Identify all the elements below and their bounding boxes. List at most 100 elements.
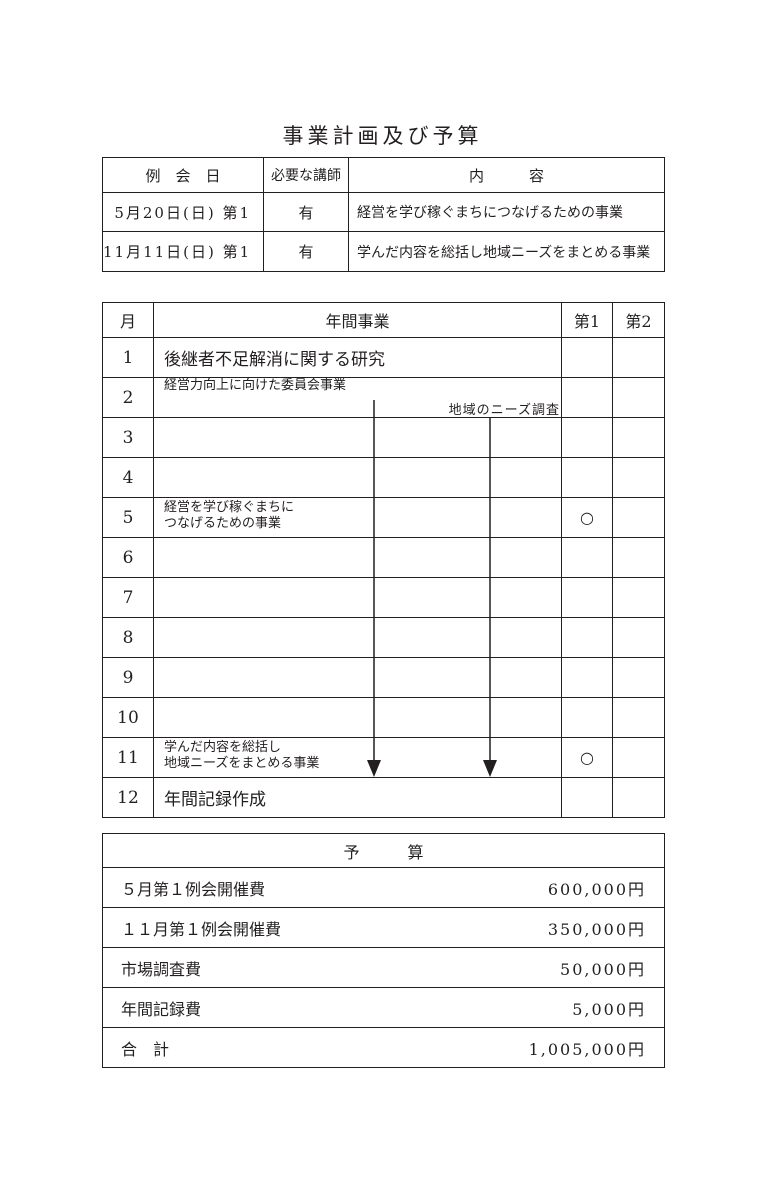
first-cell: ○ <box>561 497 613 538</box>
second-cell <box>612 417 665 458</box>
meeting-table: 例 会 日 必要な講師 内 容 5月20日(日) 第1 有 経営を学び稼ぐまちに… <box>102 157 665 272</box>
budget-item: 年間記録費 <box>102 987 384 1028</box>
budget-amount: 1,005,000円 <box>383 1027 666 1068</box>
event-cell <box>153 697 562 738</box>
month-cell: 7 <box>102 577 154 618</box>
meeting-content: 学んだ内容を総括し地域ニーズをまとめる事業 <box>348 231 665 272</box>
second-cell <box>612 457 665 498</box>
table-row: 合 計 1,005,000円 <box>102 1027 666 1068</box>
table-row: 4 <box>102 457 665 498</box>
event-cell: 経営を学び稼ぐまちに つなげるための事業 <box>153 497 562 538</box>
budget-header: 予 算 <box>101 833 666 868</box>
table-row: 11 学んだ内容を総括し 地域ニーズをまとめる事業 ○ <box>102 737 665 778</box>
second-cell <box>612 737 665 778</box>
table-row: 7 <box>102 577 665 618</box>
event-cell <box>153 617 562 658</box>
table-row: 市場調査費 50,000円 <box>102 947 666 988</box>
header-second: 第2 <box>612 302 665 338</box>
month-cell: 9 <box>102 657 154 698</box>
table-row: 5月20日(日) 第1 有 経営を学び稼ぐまちにつなげるための事業 <box>102 192 665 232</box>
budget-amount: 600,000円 <box>383 867 666 908</box>
month-cell: 5 <box>102 497 154 538</box>
table-row: 3 <box>102 417 665 458</box>
meeting-content: 経営を学び稼ぐまちにつなげるための事業 <box>348 192 665 232</box>
table-row: 5 経営を学び稼ぐまちに つなげるための事業 ○ <box>102 497 665 538</box>
second-cell <box>612 657 665 698</box>
first-cell <box>561 417 613 458</box>
first-cell <box>561 337 613 378</box>
first-cell <box>561 617 613 658</box>
second-cell <box>612 337 665 378</box>
month-cell: 8 <box>102 617 154 658</box>
first-cell <box>561 577 613 618</box>
table-row: 11月11日(日) 第1 有 学んだ内容を総括し地域ニーズをまとめる事業 <box>102 231 665 272</box>
meeting-date: 5月20日(日) 第1 <box>102 192 264 232</box>
month-cell: 6 <box>102 537 154 578</box>
event-line: 経営を学び稼ぐまちに <box>164 500 295 515</box>
page-title: 事業計画及び予算 <box>282 124 483 148</box>
event-line: 地域ニーズをまとめる事業 <box>164 756 320 771</box>
month-cell: 10 <box>102 697 154 738</box>
table-row: 9 <box>102 657 665 698</box>
header-date: 例 会 日 <box>102 157 264 193</box>
second-cell <box>612 777 665 818</box>
meeting-lecturer: 有 <box>263 231 349 272</box>
table-row: 2 経営力向上に向けた委員会事業 <box>102 377 665 418</box>
header-first: 第1 <box>561 302 613 338</box>
event-cell: 年間記録作成 <box>153 777 562 818</box>
event-cell <box>153 577 562 618</box>
survey-label: 地域のニーズ調査 <box>448 403 560 418</box>
month-cell: 1 <box>102 337 154 378</box>
second-cell <box>612 497 665 538</box>
first-cell <box>561 457 613 498</box>
table-row: １１月第１例会開催費 350,000円 <box>102 907 666 948</box>
budget-amount: 5,000円 <box>383 987 666 1028</box>
budget-amount: 50,000円 <box>383 947 666 988</box>
second-cell <box>612 697 665 738</box>
second-cell <box>612 377 665 418</box>
event-line: つなげるための事業 <box>164 516 282 531</box>
table-header-row: 月 年間事業 第1 第2 <box>102 302 665 338</box>
event-cell: 後継者不足解消に関する研究 <box>153 337 562 378</box>
budget-item: １１月第１例会開催費 <box>102 907 384 948</box>
header-lecturer: 必要な講師 <box>263 157 349 193</box>
second-cell <box>612 617 665 658</box>
event-cell <box>153 537 562 578</box>
table-header-row: 予 算 <box>101 833 666 868</box>
month-cell: 4 <box>102 457 154 498</box>
meeting-lecturer: 有 <box>263 192 349 232</box>
table-header-row: 例 会 日 必要な講師 内 容 <box>102 157 665 193</box>
table-row: 8 <box>102 617 665 658</box>
month-cell: 3 <box>102 417 154 458</box>
table-row: ５月第１例会開催費 600,000円 <box>102 867 666 908</box>
budget-table: 予 算 ５月第１例会開催費 600,000円 １１月第１例会開催費 350,000円市… <box>101 833 666 1068</box>
header-month: 月 <box>102 302 154 338</box>
budget-amount: 350,000円 <box>383 907 666 948</box>
header-content: 内 容 <box>348 157 665 193</box>
event-cell <box>153 417 562 458</box>
first-cell <box>561 697 613 738</box>
table-row: 1 後継者不足解消に関する研究 <box>102 337 665 378</box>
event-cell: 学んだ内容を総括し 地域ニーズをまとめる事業 <box>153 737 562 778</box>
table-row: 12 年間記録作成 <box>102 777 665 818</box>
first-cell <box>561 777 613 818</box>
budget-item: ５月第１例会開催費 <box>102 867 384 908</box>
table-row: 年間記録費 5,000円 <box>102 987 666 1028</box>
second-cell <box>612 537 665 578</box>
budget-item: 市場調査費 <box>102 947 384 988</box>
header-event: 年間事業 <box>153 302 562 338</box>
budget-item: 合 計 <box>102 1027 384 1068</box>
month-cell: 12 <box>102 777 154 818</box>
first-cell <box>561 377 613 418</box>
month-cell: 11 <box>102 737 154 778</box>
event-line: 学んだ内容を総括し <box>164 740 282 755</box>
event-cell <box>153 657 562 698</box>
event-cell <box>153 457 562 498</box>
annual-plan-table: 月 年間事業 第1 第2 1 後継者不足解消に関する研究 2 経営力向上に向けた委員会… <box>102 302 665 818</box>
month-cell: 2 <box>102 377 154 418</box>
meeting-date: 11月11日(日) 第1 <box>102 231 264 272</box>
first-cell <box>561 657 613 698</box>
table-row: 6 <box>102 537 665 578</box>
table-row: 10 <box>102 697 665 738</box>
